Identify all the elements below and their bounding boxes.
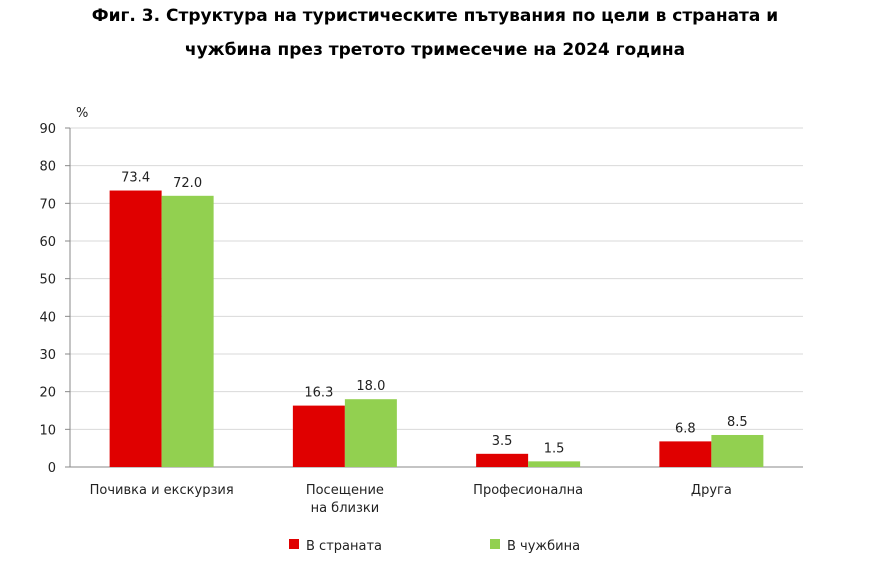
bar-domestic bbox=[476, 453, 529, 467]
data-label: 16.3 bbox=[304, 386, 333, 401]
data-label: 18.0 bbox=[356, 379, 385, 394]
y-tick-label: 20 bbox=[39, 386, 56, 401]
bar-abroad bbox=[528, 461, 581, 467]
data-label: 72.0 bbox=[173, 176, 202, 191]
bar-abroad bbox=[344, 399, 397, 467]
chart-title-line1: Фиг. 3. Структура на туристическите пъту… bbox=[91, 6, 779, 26]
data-label: 3.5 bbox=[492, 434, 513, 449]
bar-domestic bbox=[109, 190, 162, 467]
y-tick-label: 0 bbox=[48, 461, 56, 476]
category-label: Посещение bbox=[306, 483, 384, 498]
data-label: 73.4 bbox=[121, 171, 150, 186]
data-label: 8.5 bbox=[727, 415, 748, 430]
legend-swatch bbox=[289, 539, 299, 549]
y-tick-label: 70 bbox=[39, 197, 56, 212]
y-tick-label: 10 bbox=[39, 423, 56, 438]
data-label: 6.8 bbox=[675, 421, 696, 436]
chart-title-line2: чужбина през третото тримесечие на 2024 … bbox=[184, 40, 686, 60]
legend-label: В чужбина bbox=[507, 539, 580, 554]
data-label: 1.5 bbox=[544, 441, 565, 456]
legend-swatch bbox=[490, 539, 500, 549]
category-label: Професионална bbox=[473, 483, 583, 498]
y-tick-label: 60 bbox=[39, 235, 56, 250]
category-label: Почивка и екскурзия bbox=[90, 483, 234, 498]
category-label: на близки bbox=[311, 501, 380, 516]
bar-abroad bbox=[711, 434, 764, 467]
y-tick-label: 30 bbox=[39, 348, 56, 363]
bar-domestic bbox=[659, 441, 712, 467]
y-tick-label: 80 bbox=[39, 160, 56, 175]
y-tick-label: 50 bbox=[39, 273, 56, 288]
y-axis-label: % bbox=[76, 106, 88, 121]
y-tick-label: 40 bbox=[39, 310, 56, 325]
bar-domestic bbox=[292, 405, 345, 467]
legend-label: В страната bbox=[306, 539, 382, 554]
y-tick-label: 90 bbox=[39, 122, 56, 137]
category-label: Друга bbox=[691, 483, 732, 498]
bar-abroad bbox=[161, 195, 214, 468]
